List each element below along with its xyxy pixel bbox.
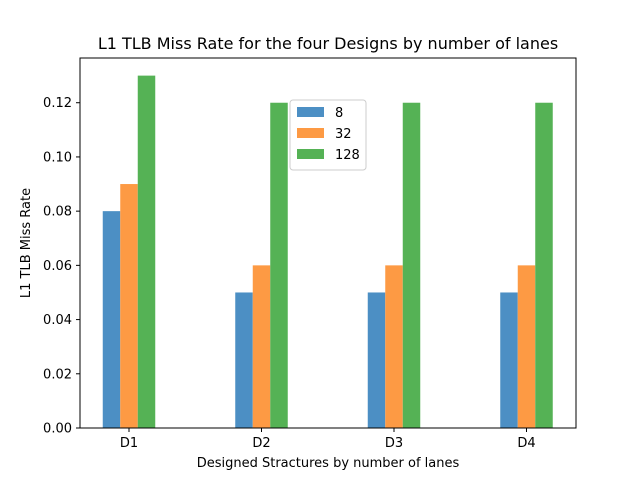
y-tick-label: 0.08 [43,205,72,220]
x-axis: D1 D2 D3 D4 [120,428,536,451]
bar-8-D4 [500,292,518,428]
y-tick-label: 0.12 [43,96,72,111]
y-tick-label: 0.10 [43,150,72,165]
bar-32-D3 [385,265,403,428]
y-tick-label: 0.04 [43,313,72,328]
legend-swatch-8 [297,107,324,117]
bars-group [102,75,553,429]
bar-128-D2 [270,102,288,428]
bar-8-D2 [235,292,253,428]
bar-32-D1 [120,184,138,428]
bar-8-D1 [102,211,121,428]
x-axis-label: Designed Stractures by number of lanes [197,456,460,471]
legend-label-128: 128 [335,148,360,163]
bar-8-D3 [367,292,386,428]
x-tick-label: D3 [385,436,403,451]
y-axis-label: L1 TLB Miss Rate [19,188,34,298]
bar-128-D4 [535,102,553,428]
legend-label-32: 32 [335,127,352,142]
bar-32-D4 [517,265,536,428]
bar-128-D3 [402,102,421,428]
y-tick-label: 0.06 [43,259,72,274]
bar-128-D1 [137,75,156,429]
bar-32-D2 [252,265,271,428]
legend-swatch-128 [297,149,324,159]
y-tick-label: 0.02 [43,367,72,382]
chart-title: L1 TLB Miss Rate for the four Designs by… [98,34,558,53]
x-tick-label: D4 [517,436,535,451]
x-tick-label: D2 [252,436,270,451]
legend-label-8: 8 [335,106,343,121]
legend: 8 32 128 [289,99,367,171]
legend-swatch-32 [297,128,324,138]
y-tick-label: 0.00 [43,422,72,437]
x-tick-label: D1 [120,436,138,451]
plot-frame [79,57,577,429]
y-axis: 0.00 0.02 0.04 0.06 0.08 0.10 0.12 [43,96,80,437]
